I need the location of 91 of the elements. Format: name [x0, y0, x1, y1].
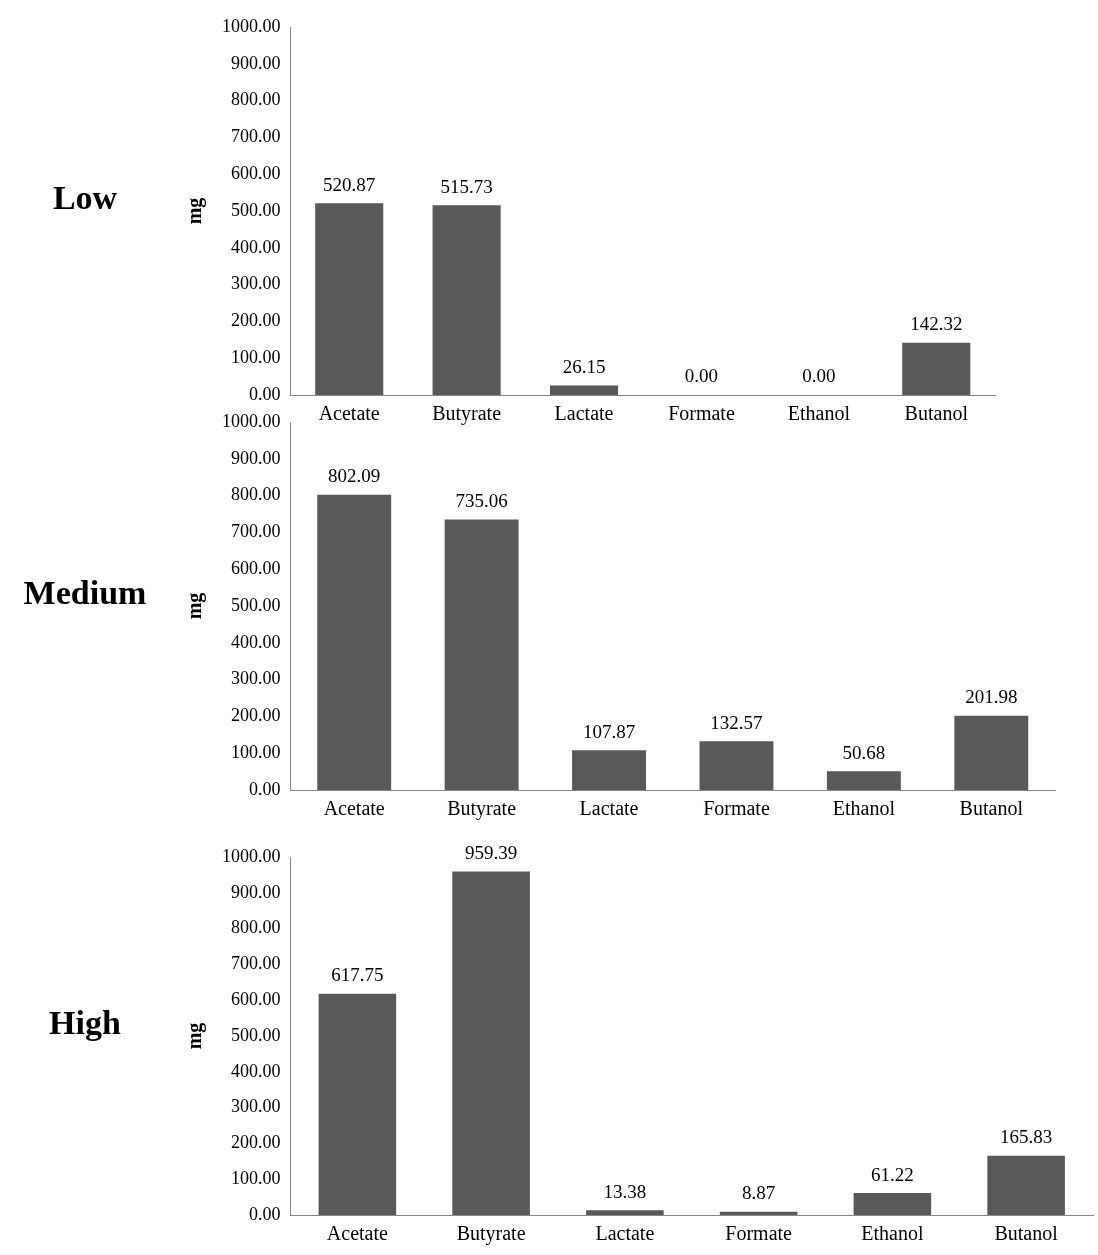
y-tick-label: 600.00 [231, 162, 281, 183]
y-tick-label: 0.00 [249, 1203, 281, 1224]
data-label: 132.57 [710, 711, 763, 733]
y-tick-label: 500.00 [231, 1024, 281, 1045]
data-label: 107.87 [582, 720, 636, 742]
text: Low [51, 178, 119, 217]
x-tick-label: Formate [703, 797, 770, 820]
bar [586, 1210, 664, 1215]
bar [719, 1211, 798, 1215]
y-tick-label: 800.00 [231, 484, 281, 505]
y-tick-label: 700.00 [231, 521, 281, 542]
x-tick-label: Butanol [959, 797, 1024, 820]
data-label: 0.00 [802, 365, 836, 387]
data-label: 735.06 [455, 489, 508, 511]
y-tick-label: 500.00 [231, 199, 281, 220]
bar [549, 385, 619, 395]
bar [317, 494, 392, 790]
y-tick-label: 400.00 [231, 236, 281, 257]
x-tick-label: Butanol [904, 402, 969, 425]
y-tick-label: 1000.00 [222, 845, 281, 866]
y-tick-label: 1000.00 [222, 410, 281, 431]
y-axis-title: mg [183, 197, 207, 225]
data-label: 61.22 [871, 1163, 914, 1185]
bar [432, 205, 501, 395]
data-label: 520.87 [323, 173, 376, 195]
y-tick-label: 900.00 [231, 447, 281, 468]
y-tick-label: 700.00 [231, 126, 281, 147]
data-label: 959.39 [465, 842, 518, 864]
y-tick-label: 200.00 [231, 705, 281, 726]
bar [699, 741, 774, 790]
data-label: 50.68 [842, 741, 886, 763]
text: Medium [22, 573, 148, 612]
y-tick-label: 700.00 [231, 953, 281, 974]
y-axis-title: mg [183, 592, 207, 620]
bar [318, 993, 397, 1215]
bar [444, 519, 519, 790]
x-tick-label: Acetate [326, 1222, 389, 1245]
x-tick-label: Butyrate [447, 797, 517, 821]
x-tick-label: Ethanol [861, 1222, 924, 1245]
y-tick-label: 900.00 [231, 881, 281, 902]
data-label: 142.32 [910, 313, 963, 335]
y-tick-label: 200.00 [231, 1132, 281, 1153]
x-tick-label: Butanol [994, 1222, 1059, 1245]
x-tick-label: Acetate [318, 402, 380, 425]
y-tick-label: 400.00 [231, 631, 281, 652]
text: High [48, 1004, 122, 1042]
bar [902, 342, 971, 395]
y-tick-label: 900.00 [231, 52, 281, 73]
x-tick-label: Ethanol [832, 797, 896, 820]
bar [452, 871, 530, 1215]
data-label: 617.75 [331, 964, 384, 986]
x-tick-label: Lactate [579, 797, 639, 820]
x-tick-label: Acetate [323, 797, 385, 820]
data-label: 802.09 [328, 465, 381, 487]
y-tick-label: 0.00 [249, 778, 281, 799]
y-tick-label: 500.00 [231, 594, 281, 615]
data-label: 201.98 [965, 686, 1018, 708]
bar [826, 771, 901, 790]
bar [853, 1193, 932, 1215]
y-tick-label: 100.00 [231, 1167, 281, 1188]
data-label: 8.87 [742, 1182, 776, 1204]
data-label: 515.73 [440, 175, 493, 197]
x-tick-label: Butyrate [456, 1222, 526, 1246]
x-tick-label: Formate [668, 402, 735, 425]
data-label: 26.15 [562, 355, 606, 377]
y-tick-label: 600.00 [231, 557, 281, 578]
data-label: 165.83 [1000, 1126, 1053, 1148]
y-tick-label: 0.00 [249, 383, 281, 404]
y-tick-label: 800.00 [231, 89, 281, 110]
y-tick-label: 1000.00 [222, 15, 281, 36]
y-tick-label: 400.00 [231, 1060, 281, 1081]
bar [954, 715, 1029, 790]
y-axis-title: mg [183, 1022, 207, 1050]
y-tick-label: 800.00 [231, 917, 281, 938]
x-tick-label: Lactate [595, 1222, 655, 1245]
x-tick-label: Formate [725, 1222, 793, 1245]
y-tick-label: 100.00 [231, 346, 281, 367]
y-tick-label: 300.00 [231, 668, 281, 689]
x-tick-label: Butyrate [432, 402, 502, 426]
bar [987, 1155, 1065, 1215]
x-tick-label: Lactate [554, 402, 614, 425]
y-tick-label: 300.00 [231, 273, 281, 294]
data-label: 13.38 [603, 1180, 647, 1202]
y-tick-label: 100.00 [231, 741, 281, 762]
y-tick-label: 200.00 [231, 310, 281, 331]
y-tick-label: 600.00 [231, 988, 281, 1009]
bar [572, 750, 646, 790]
y-tick-label: 300.00 [231, 1096, 281, 1117]
data-label: 0.00 [684, 365, 719, 387]
bar [315, 203, 384, 395]
x-tick-label: Ethanol [787, 402, 851, 425]
